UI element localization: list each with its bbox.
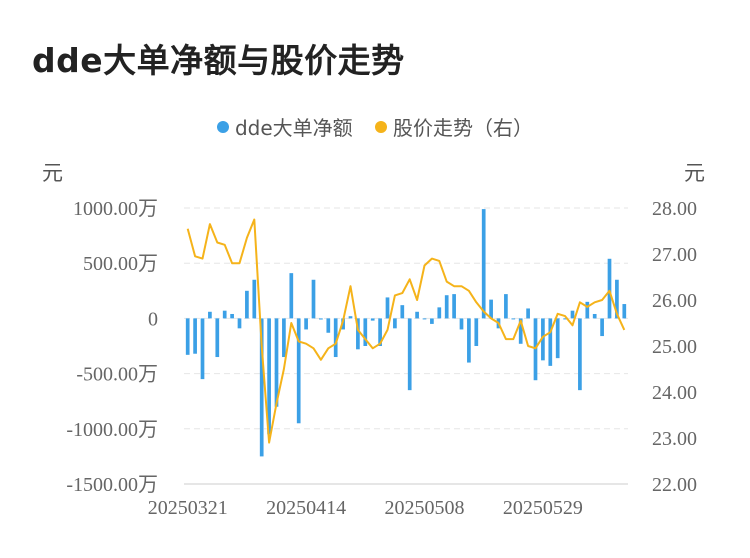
bar <box>378 318 382 346</box>
bar <box>459 318 464 330</box>
bar <box>511 318 516 320</box>
x-axis-tick-label: 20250414 <box>266 497 346 519</box>
bar <box>474 318 479 346</box>
bar <box>615 279 619 319</box>
bar <box>230 313 234 319</box>
left-axis-tick-label: -1500.00万 <box>66 474 158 496</box>
legend-bar-dot-icon <box>216 120 229 133</box>
bar <box>518 318 523 344</box>
bar <box>548 318 553 366</box>
bar <box>311 279 316 319</box>
bar <box>622 304 627 319</box>
bar <box>393 318 397 329</box>
bar <box>385 297 390 319</box>
legend: dde大单净额 股价走势（右） <box>0 112 750 141</box>
left-axis-tick-label: 500.00万 <box>83 253 158 275</box>
bar <box>200 318 205 380</box>
bar <box>444 295 449 319</box>
legend-line-label: 股价走势（右） <box>393 116 534 140</box>
legend-item-bar[interactable]: dde大单净额 <box>216 112 353 141</box>
bar <box>541 318 545 361</box>
bar <box>430 318 434 324</box>
bar <box>592 313 597 319</box>
bar <box>333 318 338 358</box>
bar <box>407 318 412 391</box>
bar <box>185 318 190 355</box>
bar <box>267 318 271 435</box>
right-axis-tick-label: 27.00 <box>652 244 697 266</box>
legend-line-dot-icon <box>375 120 388 133</box>
left-axis-unit: 元 <box>42 161 63 185</box>
bar <box>504 294 508 319</box>
legend-item-line[interactable]: 股价走势（右） <box>375 112 533 141</box>
bar <box>489 299 493 319</box>
bar <box>607 258 612 319</box>
x-axis-tick-label: 20250508 <box>385 497 465 519</box>
bar <box>481 209 486 319</box>
bar <box>326 318 331 333</box>
bar <box>452 294 456 319</box>
bar <box>304 318 308 330</box>
x-axis-tick-label: 20250321 <box>148 497 228 519</box>
bar <box>274 318 279 407</box>
bar <box>222 310 227 319</box>
bar <box>400 305 405 319</box>
bar <box>245 290 249 319</box>
right-axis-tick-label: 26.00 <box>652 290 697 312</box>
bar <box>237 318 242 329</box>
left-axis-tick-label: -1000.00万 <box>66 419 158 441</box>
right-axis-unit: 元 <box>684 161 705 185</box>
left-axis-tick-label: 0 <box>148 308 158 330</box>
bar <box>363 318 368 346</box>
bar <box>289 273 294 319</box>
bar <box>555 318 560 359</box>
bar <box>319 318 323 320</box>
chart-title: dde大单净额与股价走势 <box>32 41 405 80</box>
bar <box>570 310 575 319</box>
bar <box>563 318 567 320</box>
bar <box>585 301 590 319</box>
price-line <box>186 218 626 444</box>
bar <box>259 318 264 457</box>
left-axis-tick-label: -500.00万 <box>76 364 158 386</box>
bar <box>600 318 604 337</box>
bar <box>370 318 375 321</box>
bar <box>215 318 220 358</box>
bar <box>296 318 301 424</box>
bar <box>252 279 257 319</box>
bar <box>578 318 582 391</box>
bar <box>282 318 286 358</box>
bar <box>526 308 530 319</box>
bar <box>356 318 360 350</box>
right-axis-tick-label: 23.00 <box>652 428 697 450</box>
right-axis-tick-label: 28.00 <box>652 198 697 220</box>
right-axis-tick-label: 22.00 <box>652 474 697 496</box>
left-axis-tick-label: 1000.00万 <box>73 198 158 220</box>
x-axis-tick-label: 20250529 <box>503 497 583 519</box>
bar <box>533 318 538 381</box>
right-axis-tick-label: 25.00 <box>652 336 697 358</box>
bar <box>193 318 197 354</box>
bar <box>422 318 427 320</box>
legend-bar-label: dde大单净额 <box>234 116 353 140</box>
bar <box>348 316 353 319</box>
right-axis-tick-label: 24.00 <box>652 382 697 404</box>
bar <box>437 307 442 319</box>
bar <box>208 311 212 319</box>
bar <box>467 318 471 363</box>
bar <box>415 311 419 319</box>
